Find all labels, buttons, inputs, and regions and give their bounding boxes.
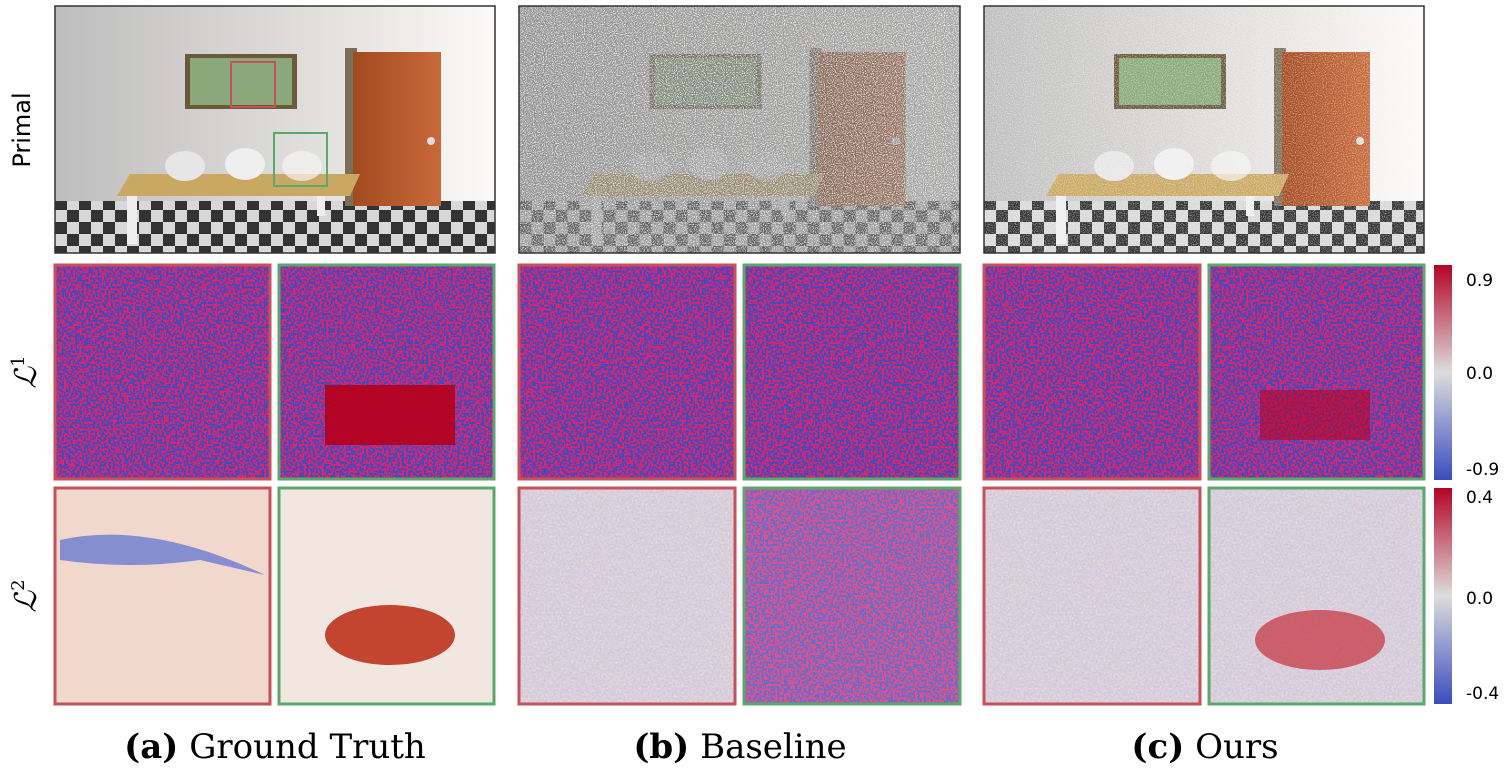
primal-ours — [983, 5, 1425, 254]
row-label-symbol: ℒ — [9, 366, 44, 389]
primal-baseline — [518, 5, 961, 254]
colorbar-tick: 0.0 — [1466, 364, 1493, 384]
l2-maps — [53, 486, 1426, 706]
colorbar-tick: 0.0 — [1466, 589, 1493, 609]
colorbar-tick: 0.9 — [1466, 271, 1493, 291]
caption-text: Ours — [1195, 727, 1278, 767]
row-label-symbol: ℒ — [9, 590, 44, 613]
caption-tag: (b) — [633, 727, 689, 767]
colorbar-tick: -0.4 — [1466, 684, 1499, 704]
caption-tag: (a) — [124, 727, 178, 767]
row-label-sup: 2 — [8, 579, 29, 590]
caption: (b) Baseline — [633, 727, 846, 767]
row-label-sup: 1 — [8, 355, 29, 366]
caption: (a) Ground Truth — [124, 727, 426, 767]
caption-text: Baseline — [700, 727, 847, 767]
l1-maps — [53, 263, 1426, 481]
caption-tag: (c) — [1131, 727, 1184, 767]
primal-ground-truth — [54, 5, 496, 254]
row-label: Primal — [8, 92, 36, 167]
row-label: ℒ2 — [8, 579, 44, 612]
colorbar-tick: -0.9 — [1466, 460, 1499, 480]
colorbar — [1434, 265, 1452, 480]
caption: (c) Ours — [1131, 727, 1278, 767]
colorbar — [1434, 488, 1452, 704]
caption-text: Ground Truth — [189, 727, 426, 767]
colorbar-tick: 0.4 — [1466, 488, 1493, 508]
row-label: ℒ1 — [8, 355, 44, 388]
